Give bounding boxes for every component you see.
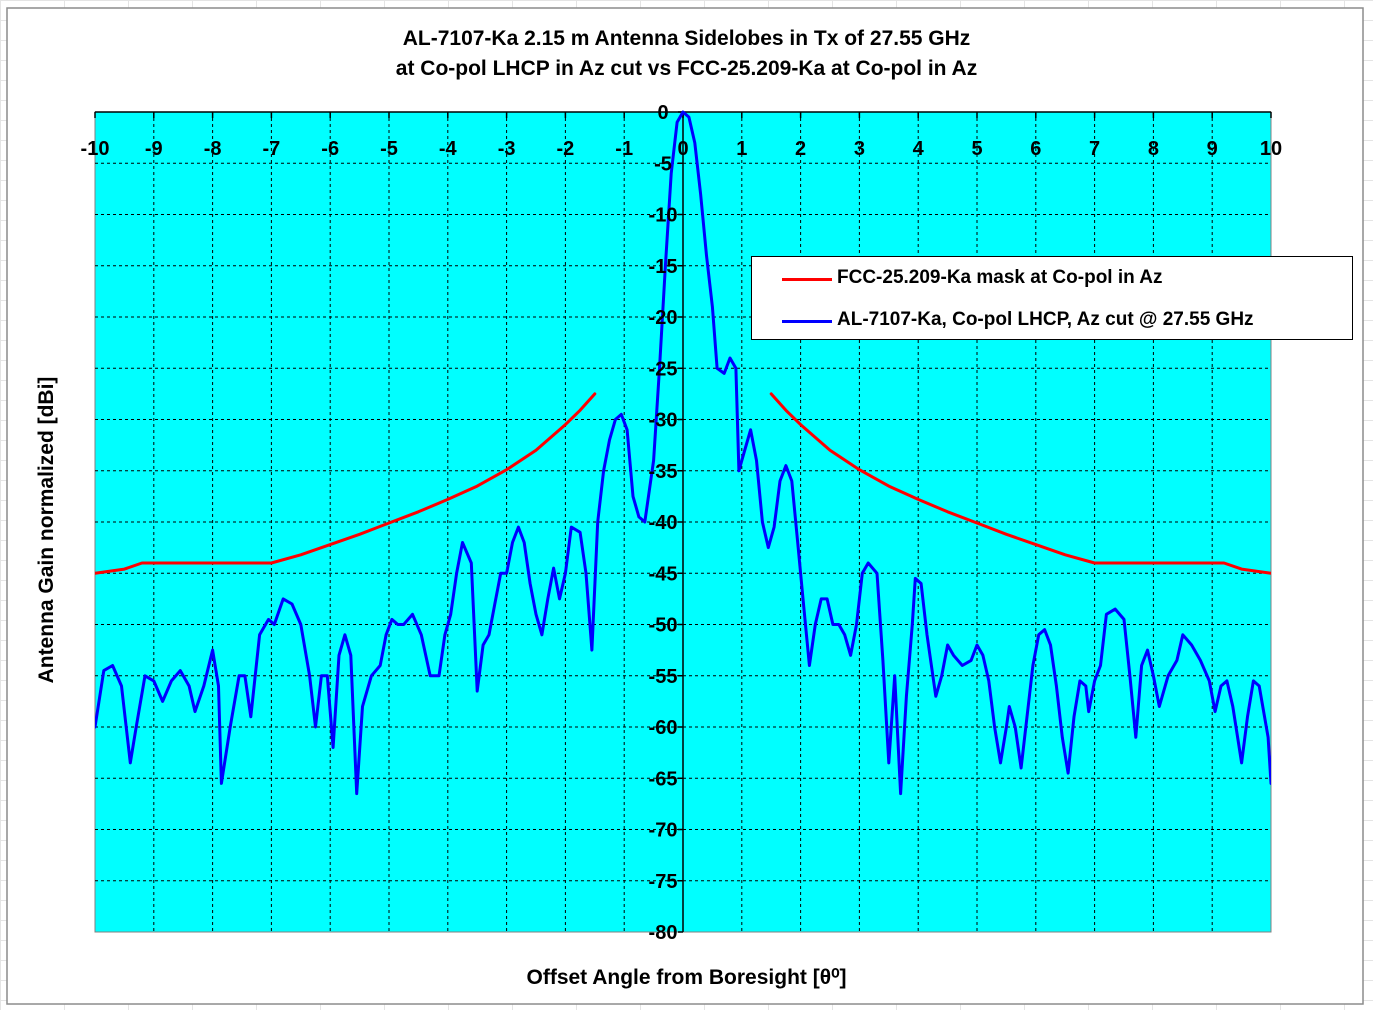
chart-title-line-2: at Co-pol LHCP in Az cut vs FCC-25.209-K… [395,57,978,80]
x-tick-label: -6 [321,138,339,160]
x-tick-label: -8 [204,138,222,160]
y-tick-label: -75 [649,871,678,893]
y-tick-label: -25 [649,358,678,380]
legend-item-mask: FCC-25.209-Ka mask at Co-pol in Az [752,259,1352,299]
y-tick-label: -70 [649,820,678,842]
x-tick-label: 7 [1089,138,1100,160]
y-tick-label: 0 [657,102,668,124]
measured-pattern-line-0 [95,110,1271,796]
x-tick-label: 2 [795,138,806,160]
y-tick-label: -15 [649,256,678,278]
x-tick-label: 8 [1148,138,1159,160]
y-tick-label: -35 [649,461,678,483]
legend-label-measured: AL-7107-Ka, Co-pol LHCP, Az cut @ 27.55 … [837,309,1254,330]
x-tick-label: -9 [145,138,163,160]
x-tick-label: 1 [736,138,747,160]
x-tick-label: -5 [380,138,398,160]
series-lines [95,110,1271,796]
y-tick-label: -20 [649,307,678,329]
y-tick-label: -30 [649,410,678,432]
legend: FCC-25.209-Ka mask at Co-pol in Az AL-71… [751,256,1353,340]
y-tick-label: -10 [649,205,678,227]
legend-swatch-measured [782,320,832,323]
x-tick-label: 10 [1260,138,1282,160]
legend-label-mask: FCC-25.209-Ka mask at Co-pol in Az [837,267,1163,288]
y-tick-label: -55 [649,666,678,688]
y-tick-label: -45 [649,563,678,585]
x-tick-label: 0 [677,138,688,160]
y-tick-label: -80 [649,922,678,944]
x-tick-label: 5 [971,138,982,160]
y-tick-label: -5 [654,153,672,175]
x-tick-label: -4 [439,138,458,160]
x-tick-label: -2 [557,138,575,160]
x-tick-label: 4 [913,138,925,160]
x-tick-label: 9 [1207,138,1218,160]
chart-title-line-1: AL-7107-Ka 2.15 m Antenna Sidelobes in T… [402,27,971,50]
y-tick-label: -65 [649,768,678,790]
tick-labels: -10 -9 -8 -7 -6 -5 -4 -3 -2 -1 0 1 2 3 4 5 6 7 8 9 100-5-10-… [81,102,1283,944]
fcc-mask-line-1 [769,392,1271,575]
x-tick-label: -3 [498,138,516,160]
legend-swatch-mask [782,278,832,281]
x-tick-label: -7 [263,138,281,160]
fcc-mask-line-0 [95,392,597,575]
x-tick-label: -10 [81,138,110,160]
x-axis-title: Offset Angle from Boresight [θ⁰] [526,966,847,989]
y-axis-title: Antenna Gain normalized [dBi] [35,376,58,684]
x-tick-label: 3 [854,138,865,160]
y-tick-label: -40 [649,512,678,534]
x-tick-label: -1 [615,138,633,160]
x-tick-label: 6 [1030,138,1041,160]
legend-item-measured: AL-7107-Ka, Co-pol LHCP, Az cut @ 27.55 … [752,301,1352,341]
y-tick-label: -50 [649,615,678,637]
y-tick-label: -60 [649,717,678,739]
